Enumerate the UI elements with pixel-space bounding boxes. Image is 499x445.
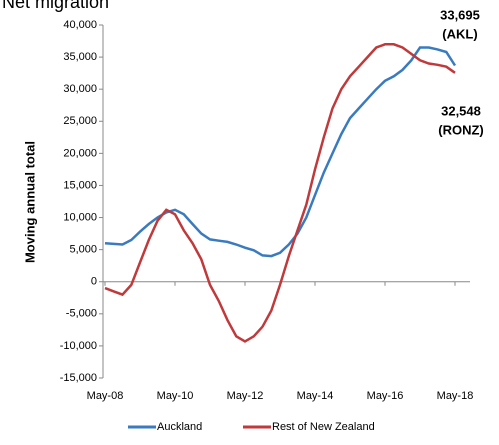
annotation: (AKL) — [442, 26, 477, 41]
y-tick-label: 0 — [91, 276, 97, 288]
annotation: 33,695 — [440, 7, 480, 22]
y-axis-label: Moving annual total — [22, 141, 37, 263]
y-tick-label: 30,000 — [63, 83, 97, 95]
y-tick-label: 20,000 — [63, 147, 97, 159]
chart-title: Net migration — [2, 0, 109, 12]
annotation: 32,548 — [441, 103, 481, 118]
y-tick-label: -10,000 — [60, 340, 97, 352]
x-tick-label: May-08 — [87, 390, 124, 402]
legend-label: Rest of New Zealand — [272, 421, 375, 433]
x-tick-label: May-10 — [157, 390, 194, 402]
x-tick-label: May-14 — [297, 390, 334, 402]
annotation: (RONZ) — [438, 122, 484, 137]
x-tick-label: May-18 — [437, 390, 474, 402]
y-tick-label: 10,000 — [63, 211, 97, 223]
x-tick-label: May-12 — [227, 390, 264, 402]
y-tick-label: 35,000 — [63, 51, 97, 63]
y-tick-label: 40,000 — [63, 19, 97, 31]
series-line — [104, 46, 457, 258]
y-tick-label: 5,000 — [69, 244, 97, 256]
legend-label: Auckland — [157, 421, 202, 433]
y-tick-label: 25,000 — [63, 115, 97, 127]
y-tick-label: -5,000 — [66, 308, 97, 320]
y-tick-label: -15,000 — [60, 372, 97, 384]
x-tick-label: May-16 — [367, 390, 404, 402]
series-line — [104, 43, 456, 343]
y-tick-label: 15,000 — [63, 179, 97, 191]
